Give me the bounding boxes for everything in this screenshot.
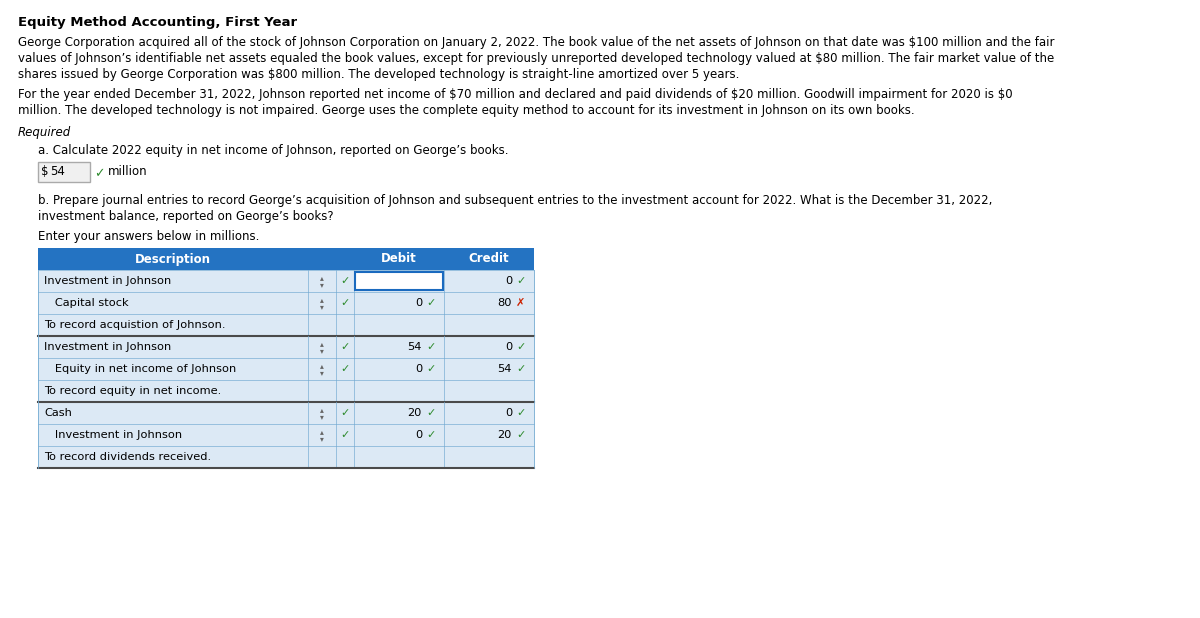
Text: investment balance, reported on George’s books?: investment balance, reported on George’s… xyxy=(38,210,334,223)
Text: To record dividends received.: To record dividends received. xyxy=(44,452,211,462)
Text: 54: 54 xyxy=(50,165,65,178)
Text: ▴
▾: ▴ ▾ xyxy=(320,273,324,289)
Text: To record equity in net income.: To record equity in net income. xyxy=(44,386,221,396)
Bar xyxy=(38,424,534,446)
Text: 0: 0 xyxy=(415,430,422,440)
Text: million: million xyxy=(108,165,148,178)
Bar xyxy=(38,402,534,424)
Text: ✓: ✓ xyxy=(94,167,104,180)
Text: Equity in net income of Johnson: Equity in net income of Johnson xyxy=(44,364,236,374)
Text: Investment in Johnson: Investment in Johnson xyxy=(44,276,172,286)
Text: ✓: ✓ xyxy=(516,430,526,440)
Text: ✓: ✓ xyxy=(426,298,436,308)
Text: ✗: ✗ xyxy=(516,298,526,308)
Text: Capital stock: Capital stock xyxy=(44,298,128,308)
Text: ✗: ✗ xyxy=(426,276,436,286)
Bar xyxy=(38,446,534,468)
Bar xyxy=(38,380,534,402)
Text: ✓: ✓ xyxy=(516,276,526,286)
Text: 54: 54 xyxy=(408,342,422,352)
Bar xyxy=(38,248,534,270)
Text: 0: 0 xyxy=(505,276,512,286)
Text: ✓: ✓ xyxy=(516,342,526,352)
Text: 80: 80 xyxy=(498,298,512,308)
Text: 0: 0 xyxy=(505,408,512,418)
Text: b. Prepare journal entries to record George’s acquisition of Johnson and subsequ: b. Prepare journal entries to record Geo… xyxy=(38,194,992,207)
Text: ✓: ✓ xyxy=(426,364,436,374)
Text: ▴
▾: ▴ ▾ xyxy=(320,361,324,378)
Text: ▴
▾: ▴ ▾ xyxy=(320,295,324,311)
Text: For the year ended December 31, 2022, Johnson reported net income of $70 million: For the year ended December 31, 2022, Jo… xyxy=(18,88,1013,101)
Text: $: $ xyxy=(41,165,48,178)
Text: a. Calculate 2022 equity in net income of Johnson, reported on George’s books.: a. Calculate 2022 equity in net income o… xyxy=(38,144,509,157)
Text: 54: 54 xyxy=(498,364,512,374)
Text: Required: Required xyxy=(18,126,71,139)
Text: 0: 0 xyxy=(415,298,422,308)
Text: Cash: Cash xyxy=(44,408,72,418)
Text: 80: 80 xyxy=(408,276,422,286)
Text: 0: 0 xyxy=(505,342,512,352)
Bar xyxy=(38,292,534,314)
Text: George Corporation acquired all of the stock of Johnson Corporation on January 2: George Corporation acquired all of the s… xyxy=(18,36,1055,49)
Bar xyxy=(38,314,534,336)
Text: 0: 0 xyxy=(415,364,422,374)
Text: ✓: ✓ xyxy=(341,276,349,286)
Text: ✓: ✓ xyxy=(341,298,349,308)
Text: ✓: ✓ xyxy=(426,408,436,418)
Text: Description: Description xyxy=(134,253,211,266)
Text: Investment in Johnson: Investment in Johnson xyxy=(44,342,172,352)
Bar xyxy=(38,336,534,358)
Text: ✓: ✓ xyxy=(341,364,349,374)
Text: Enter your answers below in millions.: Enter your answers below in millions. xyxy=(38,230,259,243)
Text: Equity Method Accounting, First Year: Equity Method Accounting, First Year xyxy=(18,16,298,29)
Text: ▴
▾: ▴ ▾ xyxy=(320,339,324,355)
Text: Credit: Credit xyxy=(469,253,509,266)
Text: ✓: ✓ xyxy=(341,342,349,352)
Text: Debit: Debit xyxy=(382,253,416,266)
Bar xyxy=(38,358,534,380)
Text: values of Johnson’s identifiable net assets equaled the book values, except for : values of Johnson’s identifiable net ass… xyxy=(18,52,1055,65)
Text: 20: 20 xyxy=(408,408,422,418)
Bar xyxy=(38,270,534,292)
Bar xyxy=(355,272,443,290)
Text: million. The developed technology is not impaired. George uses the complete equi: million. The developed technology is not… xyxy=(18,104,914,117)
Text: ✓: ✓ xyxy=(426,430,436,440)
Text: ✓: ✓ xyxy=(516,408,526,418)
Text: To record acquistion of Johnson.: To record acquistion of Johnson. xyxy=(44,320,226,330)
Text: 20: 20 xyxy=(498,430,512,440)
Text: ✓: ✓ xyxy=(426,342,436,352)
Text: ✓: ✓ xyxy=(516,364,526,374)
Text: ✓: ✓ xyxy=(341,430,349,440)
Text: shares issued by George Corporation was $800 million. The developed technology i: shares issued by George Corporation was … xyxy=(18,68,739,81)
Text: ▴
▾: ▴ ▾ xyxy=(320,426,324,443)
Text: Investment in Johnson: Investment in Johnson xyxy=(44,430,182,440)
Bar xyxy=(38,162,90,182)
Text: ✓: ✓ xyxy=(341,408,349,418)
Text: ▴
▾: ▴ ▾ xyxy=(320,405,324,421)
